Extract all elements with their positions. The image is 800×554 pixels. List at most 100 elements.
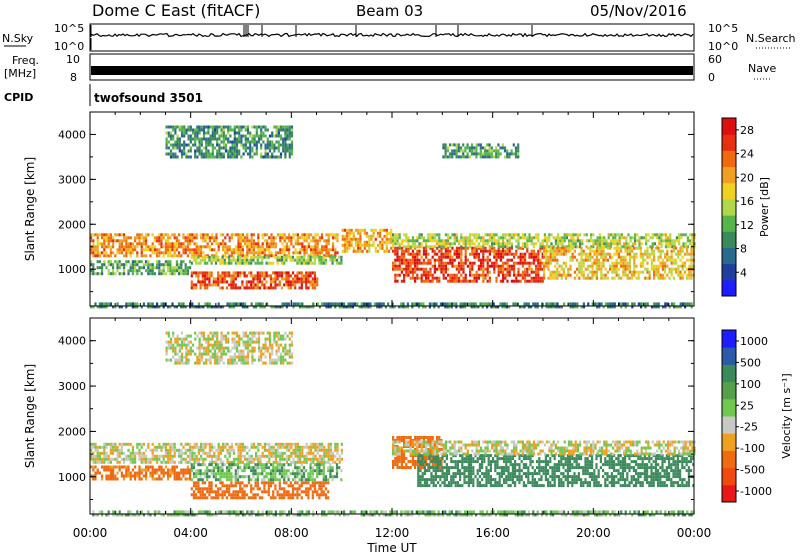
echo-cell — [174, 143, 177, 147]
echo-cell — [259, 305, 262, 309]
echo-cell — [180, 245, 183, 249]
echo-cell — [185, 143, 188, 147]
echo-cell — [296, 236, 299, 240]
echo-cell — [172, 125, 175, 129]
echo-cell — [92, 245, 95, 249]
echo-cell — [180, 149, 184, 153]
echo-cell — [173, 269, 176, 273]
echo-cell — [535, 255, 538, 259]
echo-cell — [547, 258, 550, 262]
echo-cell — [433, 236, 436, 240]
echo-cell — [228, 258, 231, 262]
echo-cell — [247, 481, 251, 485]
echo-cell — [333, 258, 336, 262]
echo-cell — [618, 239, 621, 243]
echo-cell — [232, 277, 235, 281]
echo-cell — [268, 451, 271, 455]
echo-cell — [164, 245, 167, 249]
echo-cell — [271, 131, 274, 135]
echo-cell — [678, 242, 681, 246]
echo-cell — [280, 274, 284, 278]
echo-cell — [517, 270, 520, 274]
echo-cell — [497, 305, 500, 309]
echo-cell — [268, 460, 271, 464]
echo-cell — [455, 276, 458, 280]
echo-cell — [280, 258, 284, 262]
echo-cell — [691, 242, 694, 246]
echo-cell — [277, 251, 280, 255]
echo-cell — [268, 251, 271, 255]
echo-cell — [554, 302, 557, 306]
echo-cell — [247, 478, 251, 482]
freq-strip-frame — [89, 53, 695, 81]
echo-cell — [234, 478, 237, 482]
echo-cell — [114, 448, 117, 452]
echo-cell — [92, 248, 95, 252]
echo-cell — [189, 442, 192, 446]
echo-cell — [211, 143, 214, 147]
echo-cell — [183, 152, 186, 156]
echo-cell — [140, 305, 143, 309]
echo-cell — [400, 279, 403, 283]
echo-cell — [189, 451, 192, 455]
echo-cell — [153, 454, 156, 458]
echo-cell — [635, 255, 638, 259]
echo-cell — [327, 302, 330, 306]
echo-cell — [570, 233, 573, 237]
echo-cell — [506, 149, 509, 153]
echo-cell — [464, 276, 467, 280]
echo-cell — [545, 246, 548, 250]
echo-cell — [274, 487, 277, 491]
echo-cell — [123, 269, 126, 273]
echo-cell — [398, 245, 401, 249]
echo-cell — [151, 233, 154, 237]
echo-cell — [223, 484, 226, 488]
echo-cell — [427, 273, 430, 277]
echo-cell — [103, 454, 106, 458]
echo-cell — [241, 493, 244, 497]
echo-cell — [327, 239, 330, 243]
echo-cell — [226, 442, 229, 446]
echo-cell — [305, 451, 308, 455]
echo-cell — [223, 280, 226, 284]
echo-cell — [493, 242, 496, 246]
echo-cell — [197, 448, 200, 452]
echo-cell — [147, 233, 150, 237]
echo-cell — [594, 239, 597, 243]
echo-cell — [499, 255, 502, 259]
echo-cell — [140, 260, 143, 264]
echo-cell — [116, 239, 119, 243]
echo-cell — [222, 248, 225, 252]
echo-cell — [526, 279, 529, 283]
echo-cell — [631, 255, 634, 259]
echo-cell — [690, 249, 693, 253]
echo-cell — [153, 477, 156, 481]
echo-cell — [455, 149, 458, 153]
echo-cell — [131, 451, 134, 455]
echo-cell — [206, 475, 209, 479]
echo-cell — [521, 270, 524, 274]
echo-cell — [283, 487, 286, 491]
echo-cell — [162, 236, 165, 240]
echo-cell — [560, 246, 563, 250]
echo-cell — [171, 269, 174, 273]
echo-cell — [184, 442, 187, 446]
echo-cell — [346, 228, 349, 232]
echo-cell — [519, 258, 522, 262]
echo-cell — [558, 249, 561, 253]
echo-cell — [680, 233, 683, 237]
echo-cell — [541, 276, 544, 280]
echo-cell — [591, 302, 594, 306]
echo-cell — [595, 264, 598, 268]
echo-cell — [653, 233, 656, 237]
echo-cell — [169, 245, 172, 249]
cpid-label: CPID — [4, 91, 33, 104]
echo-cell — [103, 457, 106, 461]
echo-cell — [259, 251, 262, 255]
echo-cell — [103, 251, 106, 255]
echo-cell — [322, 258, 325, 262]
echo-cell — [224, 236, 227, 240]
echo-cell — [103, 263, 106, 267]
echo-cell — [690, 276, 693, 280]
echo-cell — [240, 125, 243, 129]
